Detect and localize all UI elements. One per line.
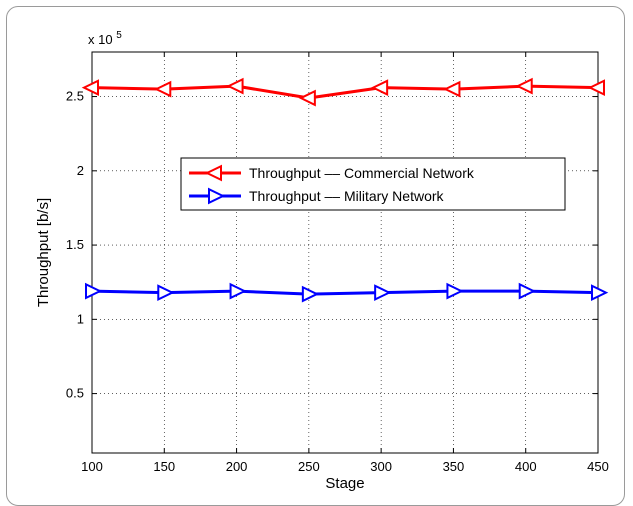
y-axis-label: Throughput [b/s] bbox=[35, 198, 52, 307]
legend-marker bbox=[208, 187, 226, 205]
series-2 bbox=[85, 282, 609, 303]
data-point bbox=[229, 282, 247, 300]
data-point bbox=[81, 79, 99, 97]
y-axis-exponent: x 10 5 bbox=[88, 30, 122, 47]
data-point bbox=[374, 284, 392, 301]
legend-box bbox=[180, 157, 566, 211]
data-point bbox=[518, 282, 537, 300]
data-point bbox=[591, 284, 609, 301]
exponent-base: x 10 bbox=[88, 32, 113, 47]
x-tick-label: 450 bbox=[587, 459, 609, 474]
y-tick-label: 2 bbox=[77, 163, 84, 178]
data-point bbox=[301, 285, 320, 303]
series-line bbox=[91, 289, 599, 296]
y-tick-label: 1.5 bbox=[66, 237, 84, 252]
data-point bbox=[85, 282, 103, 300]
legend-marker bbox=[204, 164, 222, 182]
data-point bbox=[515, 77, 533, 95]
y-tick-label: 0.5 bbox=[66, 386, 84, 401]
series-line bbox=[91, 84, 599, 100]
data-point bbox=[443, 80, 461, 98]
data-point bbox=[587, 79, 605, 97]
exponent-power: 5 bbox=[116, 30, 122, 41]
data-point bbox=[153, 80, 172, 98]
x-tick-label: 350 bbox=[443, 459, 465, 474]
data-point bbox=[370, 79, 389, 97]
x-tick-label: 250 bbox=[298, 459, 320, 474]
data-point bbox=[226, 77, 244, 95]
series-layer bbox=[81, 77, 609, 303]
y-tick-label: 2.5 bbox=[66, 89, 84, 104]
legend-label: Throughput –– Military Network bbox=[249, 188, 445, 204]
x-tick-label: 200 bbox=[226, 459, 248, 474]
x-tick-label: 300 bbox=[370, 459, 392, 474]
x-tick-label: 400 bbox=[515, 459, 537, 474]
data-point bbox=[446, 282, 464, 300]
x-tick-label: 100 bbox=[81, 459, 103, 474]
plot-area bbox=[91, 51, 599, 454]
legend-entry-2: Throughput –– Military Network bbox=[189, 187, 445, 205]
legend: Throughput –– Commercial Network Throughp… bbox=[180, 157, 566, 211]
legend-label: Throughput –– Commercial Network bbox=[249, 165, 475, 181]
grid-lines bbox=[92, 52, 598, 453]
axis-ticks: 100 150 200 250 300 350 400 450 0.5 1 1.5 2 2.5 bbox=[66, 52, 609, 474]
x-tick-label: 150 bbox=[153, 459, 175, 474]
data-point bbox=[157, 284, 175, 301]
series-1 bbox=[81, 77, 605, 107]
data-point bbox=[298, 89, 316, 107]
x-axis-label: Stage bbox=[325, 475, 364, 492]
legend-entry-1: Throughput –– Commercial Network bbox=[189, 164, 475, 182]
y-tick-label: 1 bbox=[77, 311, 84, 326]
